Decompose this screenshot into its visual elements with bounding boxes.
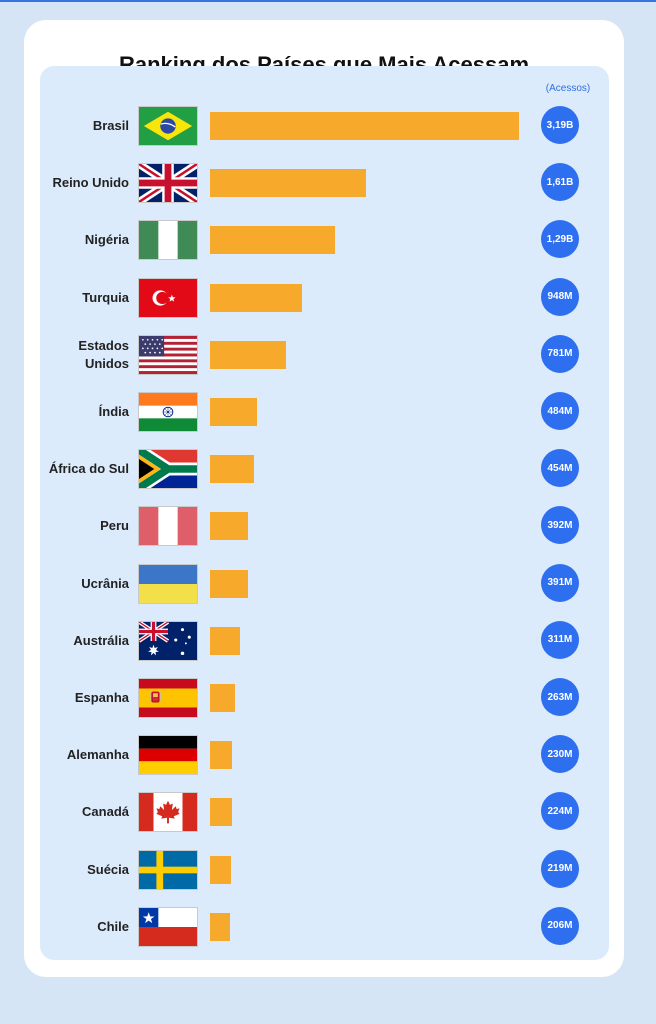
country-label: Peru <box>100 518 129 534</box>
turkey-flag-icon <box>138 277 198 318</box>
chart-panel: (Acessos) Brasil 3,19B Reino Unido 1,61B Nig… <box>40 66 609 960</box>
unit-label: (Acessos) <box>545 83 591 94</box>
bar <box>210 283 302 312</box>
country-label: Reino Unido <box>52 175 129 191</box>
country-label: Índia <box>98 404 129 419</box>
country-label: Estados Unidos <box>78 337 129 371</box>
bar <box>210 626 241 655</box>
country-label: Ucrânia <box>81 575 129 591</box>
country-label: África do Sul <box>48 461 129 477</box>
bar <box>210 512 248 541</box>
value-badge: 3,19B <box>541 106 579 144</box>
country-label: Canadá <box>82 804 129 820</box>
bar-row-africa-do-sul: África do Sul 454M <box>40 446 609 492</box>
sweden-flag-icon <box>138 849 198 890</box>
country-label: Nigéria <box>84 232 129 248</box>
value-badge: 1,29B <box>541 220 579 259</box>
bar-row-turquia: Turquia 948M <box>40 275 609 321</box>
bar <box>210 684 236 712</box>
value-badge: 224M <box>541 792 579 831</box>
country-label: Espanha <box>74 690 129 705</box>
bar-row-reino-unido: Reino Unido 1,61B <box>40 160 609 206</box>
brazil-flag-icon <box>138 106 198 146</box>
value-badge: 484M <box>541 392 579 430</box>
country-label: Alemanha <box>66 747 129 763</box>
value-badge: 454M <box>541 449 579 488</box>
bar-row-alemanha: Alemanha 230M <box>40 732 609 778</box>
nigeria-flag-icon <box>138 220 198 261</box>
chart-card: Ranking dos Países que Mais Acessam (Ace… <box>24 20 624 977</box>
value-badge: 392M <box>541 506 579 545</box>
bar <box>210 855 232 884</box>
bar <box>210 741 233 770</box>
value-badge: 311M <box>541 620 579 659</box>
bar <box>210 798 232 827</box>
value-badge: 230M <box>541 735 579 774</box>
country-label: Chile <box>97 918 129 934</box>
value-badge: 206M <box>541 906 579 945</box>
country-label: Turquia <box>82 289 129 305</box>
value-badge: 781M <box>541 334 579 373</box>
bar <box>210 169 366 198</box>
bar-row-chile: Chile 206M <box>40 904 609 950</box>
bar <box>210 569 248 598</box>
bar-row-peru: Peru 392M <box>40 503 609 549</box>
bar-row-suecia: Suécia 219M <box>40 847 609 893</box>
value-badge: 1,61B <box>541 163 579 202</box>
bar <box>210 340 286 369</box>
bar-row-australia: Austrália 311M <box>40 618 609 664</box>
bar <box>210 455 254 484</box>
country-label: Austrália <box>73 632 129 648</box>
top-accent-line <box>0 0 656 2</box>
south-africa-flag-icon <box>138 449 198 490</box>
germany-flag-icon <box>138 735 198 776</box>
bar <box>210 398 257 426</box>
usa-flag-icon <box>138 334 198 375</box>
australia-flag-icon <box>138 620 198 661</box>
value-badge: 263M <box>541 678 579 716</box>
value-badge: 219M <box>541 849 579 888</box>
ukraine-flag-icon <box>138 563 198 604</box>
uk-flag-icon <box>138 163 198 204</box>
bar <box>210 226 335 255</box>
value-badge: 948M <box>541 277 579 316</box>
bar-row-canada: Canadá 224M <box>40 789 609 835</box>
bar-row-ucrania: Ucrânia 391M <box>40 561 609 607</box>
chile-flag-icon <box>138 906 198 947</box>
canada-flag-icon <box>138 792 198 833</box>
country-label: Suécia <box>87 861 129 877</box>
value-badge: 391M <box>541 563 579 602</box>
bar-row-estados-unidos: Estados Unidos 781M <box>40 332 609 378</box>
bar-row-india: Índia 484M <box>40 389 609 435</box>
india-flag-icon <box>138 392 198 432</box>
peru-flag-icon <box>138 506 198 547</box>
country-label: Brasil <box>92 118 129 133</box>
bar-row-nigeria: Nigéria 1,29B <box>40 217 609 263</box>
bar <box>210 912 230 941</box>
bar <box>210 112 519 140</box>
bar-row-espanha: Espanha 263M <box>40 675 609 721</box>
bar-row-brasil: Brasil 3,19B <box>40 103 609 149</box>
spain-flag-icon <box>138 678 198 718</box>
